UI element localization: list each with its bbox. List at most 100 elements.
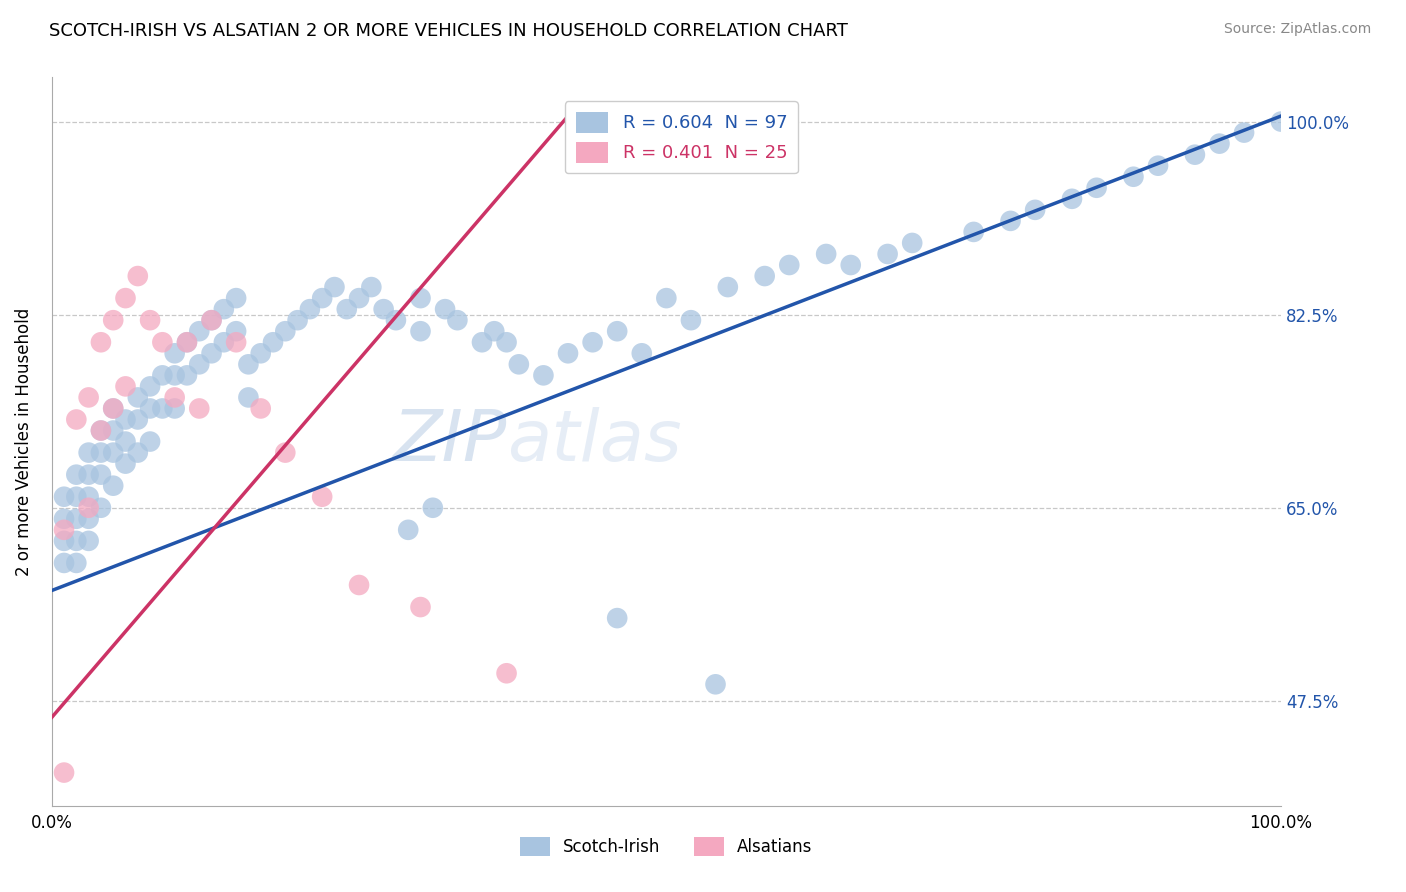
Point (127, 391, 149, 405)
Point (225, 335, 247, 350)
Point (200, 313, 222, 327)
Point (188, 357, 211, 371)
Point (287, 313, 309, 327)
Point (606, 324, 628, 338)
Point (1024, 202, 1046, 217)
Point (238, 391, 260, 405)
Legend: Scotch-Irish, Alsatians: Scotch-Irish, Alsatians (513, 830, 820, 863)
Point (114, 434, 136, 449)
Point (200, 346, 222, 360)
Point (274, 445, 297, 459)
Point (77, 391, 100, 405)
Point (754, 268, 776, 283)
Point (77, 500, 100, 515)
Point (103, 401, 125, 416)
Point (53, 556, 76, 570)
Text: SCOTCH-IRISH VS ALSATIAN 2 OR MORE VEHICLES IN HOUSEHOLD CORRELATION CHART: SCOTCH-IRISH VS ALSATIAN 2 OR MORE VEHIC… (49, 22, 848, 40)
Point (360, 280, 382, 294)
Point (90, 467, 112, 482)
Point (200, 313, 222, 327)
Point (471, 335, 494, 350)
Text: atlas: atlas (506, 407, 681, 476)
Point (150, 401, 173, 416)
Point (225, 324, 247, 338)
Point (396, 523, 419, 537)
Point (65, 490, 87, 504)
Point (114, 291, 136, 305)
Point (1184, 147, 1206, 161)
Point (679, 313, 702, 327)
Point (65, 512, 87, 526)
Point (114, 379, 136, 393)
Point (90, 445, 112, 459)
Point (373, 302, 395, 317)
Point (103, 445, 125, 459)
Point (311, 291, 333, 305)
Point (65, 412, 87, 426)
Point (65, 556, 87, 570)
Point (704, 677, 727, 691)
Point (77, 512, 100, 526)
Point (434, 302, 457, 317)
Point (901, 235, 924, 250)
Point (163, 401, 186, 416)
Point (1000, 214, 1022, 228)
Point (557, 346, 579, 360)
Point (163, 391, 186, 405)
Point (103, 479, 125, 493)
Point (65, 533, 87, 548)
Point (1060, 192, 1083, 206)
Point (1122, 169, 1144, 184)
Point (495, 666, 517, 681)
Point (262, 335, 284, 350)
Point (815, 247, 838, 261)
Point (53, 523, 76, 537)
Point (533, 368, 555, 383)
Point (53, 765, 76, 780)
Point (77, 445, 100, 459)
Point (114, 412, 136, 426)
Point (876, 247, 898, 261)
Point (150, 335, 173, 350)
Point (1147, 159, 1170, 173)
Point (655, 291, 678, 305)
Point (495, 335, 517, 350)
Point (323, 280, 346, 294)
Point (163, 368, 186, 383)
Point (163, 346, 186, 360)
Point (127, 412, 149, 426)
Point (422, 500, 444, 515)
Point (274, 324, 297, 338)
Point (90, 424, 112, 438)
Point (77, 490, 100, 504)
Point (508, 357, 530, 371)
Point (114, 457, 136, 471)
Point (409, 600, 432, 615)
Point (409, 324, 432, 338)
Point (139, 434, 162, 449)
Point (225, 291, 247, 305)
Point (188, 324, 211, 338)
Point (139, 379, 162, 393)
Point (1233, 126, 1256, 140)
Point (176, 368, 198, 383)
Point (717, 280, 740, 294)
Point (77, 467, 100, 482)
Point (90, 500, 112, 515)
Point (484, 324, 506, 338)
Point (90, 335, 112, 350)
Point (103, 424, 125, 438)
Point (139, 401, 162, 416)
Point (581, 335, 603, 350)
Point (65, 467, 87, 482)
Point (336, 302, 359, 317)
Point (311, 490, 333, 504)
Point (176, 335, 198, 350)
Point (212, 335, 235, 350)
Point (249, 346, 271, 360)
Point (127, 445, 149, 459)
Point (1208, 136, 1230, 151)
Point (606, 611, 628, 625)
Point (103, 401, 125, 416)
Point (385, 313, 408, 327)
